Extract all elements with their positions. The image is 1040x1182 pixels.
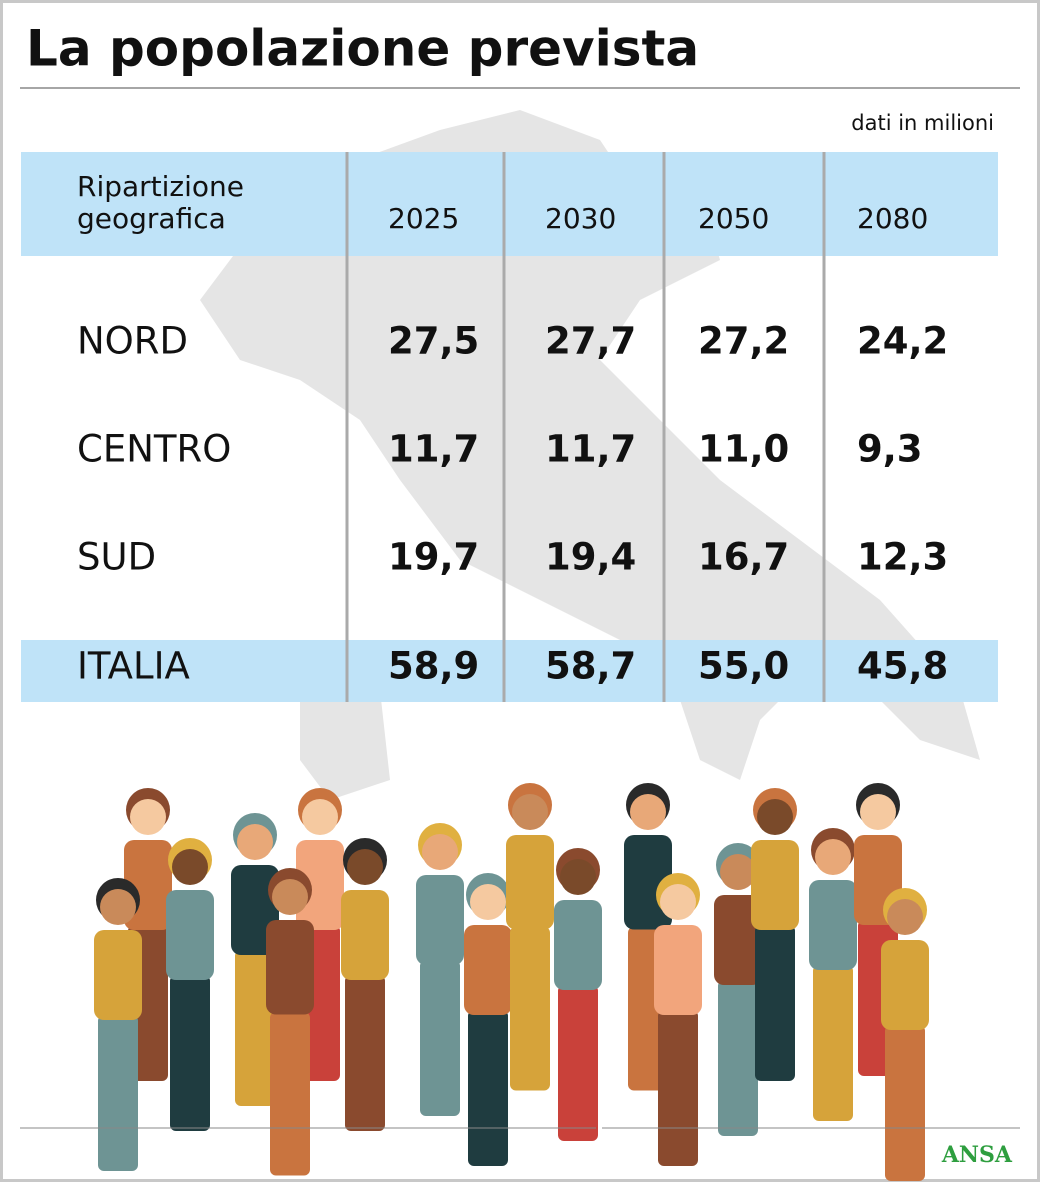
cell-value: 19,7 [388,536,479,579]
person-legs [558,985,598,1141]
person-torso [881,940,929,1030]
person-head [237,824,273,860]
table: Ripartizione geografica 2025 2030 2050 2080 NO… [77,170,948,688]
person-head [887,899,923,935]
column-header: 2080 [857,202,928,235]
person-legs [170,975,210,1131]
person-head [757,799,793,835]
row-label: SUD [77,536,156,579]
person-torso [714,895,762,985]
unit-note: dati in milioni [851,111,994,135]
person-head [302,799,338,835]
total-band [21,640,998,702]
person-legs [98,1015,138,1171]
source: ANSA [941,1142,1013,1168]
cell-value: 27,5 [388,320,479,363]
person-head [272,879,308,915]
person-torso [341,890,389,980]
person-legs [813,965,853,1121]
column-header: Ripartizione geografica [77,170,244,235]
person-legs [510,926,550,1091]
cell-value: 19,4 [545,536,636,579]
person-head [100,889,136,925]
person-head [130,799,166,835]
person-legs [468,1010,508,1166]
cell-value: 58,9 [388,645,479,688]
column-header: 2050 [698,202,769,235]
row-label: CENTRO [77,428,231,471]
person-legs [885,1025,925,1181]
people-illustration [94,783,929,1181]
person-legs [270,1011,310,1176]
column-header: 2030 [545,202,616,235]
person-torso [751,840,799,930]
cell-value: 45,8 [857,645,948,688]
person-torso [416,875,464,965]
person-legs [345,975,385,1131]
person-torso [464,925,512,1015]
person-torso [296,840,344,930]
cell-value: 55,0 [698,645,789,688]
cell-value: 24,2 [857,320,948,363]
person-torso [94,930,142,1020]
cell-value: 9,3 [857,428,923,471]
person-torso [809,880,857,970]
header-band [21,152,998,256]
person-head [470,884,506,920]
cell-value: 11,7 [388,428,479,471]
person-head [422,834,458,870]
map-background [200,110,980,800]
column-header: 2025 [388,202,459,235]
person-head [815,839,851,875]
cell-value: 16,7 [698,536,789,579]
row-label: NORD [77,320,188,363]
person-head [512,794,548,830]
person-torso [166,890,214,980]
person-legs [235,950,275,1106]
person-head [860,794,896,830]
person-head [560,859,596,895]
person-head [172,849,208,885]
person-head [347,849,383,885]
person-head [630,794,666,830]
person-head [660,884,696,920]
cell-value: 11,0 [698,428,789,471]
cell-value: 11,7 [545,428,636,471]
person-head [720,854,756,890]
person-torso [654,925,702,1015]
cell-value: 27,7 [545,320,636,363]
cell-value: 27,2 [698,320,789,363]
person-torso [506,835,554,930]
person-legs [420,960,460,1116]
person-torso [266,920,314,1015]
cell-value: 12,3 [857,536,948,579]
person-legs [658,1010,698,1166]
row-label: ITALIA [77,645,190,688]
person-legs [755,925,795,1081]
person-legs [718,980,758,1136]
column-separators [345,152,826,702]
cell-value: 58,7 [545,645,636,688]
person-torso [554,900,602,990]
title: La popolazione prevista [26,20,699,78]
